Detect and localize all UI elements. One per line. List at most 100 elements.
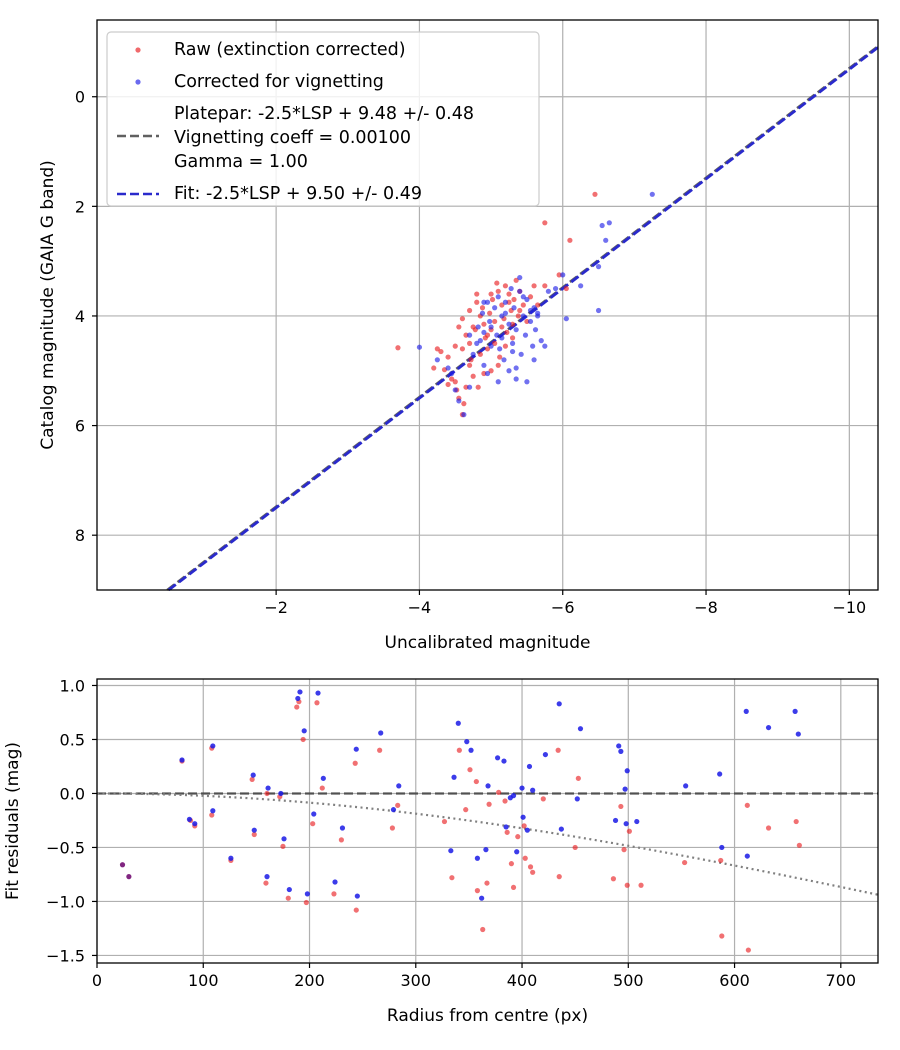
corrected-residual-point [186,816,193,822]
corrected-point [474,340,480,346]
bottom-y-tick-label: 0.0 [60,784,85,803]
corrected-residual-point [390,807,397,813]
raw-point [524,318,530,325]
raw-point [492,340,498,346]
bottom-x-tick-label: 500 [613,971,644,990]
raw-residual-point [572,844,578,851]
raw-residual-point [522,855,528,861]
bottom-x-tick-label: 700 [826,971,857,990]
corrected-residual-point [474,855,481,861]
raw-residual-point [209,812,215,818]
legend-box [106,31,540,207]
raw-point [445,381,451,388]
raw-point [531,283,537,289]
corrected-point [492,305,498,311]
legend-entry-text: Raw (extinction corrected) [174,40,406,60]
raw-residual-point [264,790,270,797]
corrected-residual-point [210,743,216,749]
raw-residual-point [638,882,644,888]
top-y-tick-label: 6 [75,417,85,436]
raw-residual-point [441,818,448,825]
corrected-point [477,338,483,344]
raw-residual-point [294,704,300,710]
corrected-point [501,357,507,363]
residuals-scatter-chart: 0 100 200 300 400 500 600 700 1.0 0.5 0.0 −0.5 −1.0 −… [3,676,879,1026]
corrected-point [524,379,530,385]
corrected-point [456,398,462,404]
raw-residual-point [338,837,344,843]
raw-point [449,376,455,382]
corrected-residual-point [286,886,292,893]
corrected-residual-point [304,891,310,897]
corrected-point [508,285,514,292]
raw-point [466,307,473,314]
corrected-point [488,324,494,330]
raw-residual-point [682,859,688,866]
corrected-residual-point [311,811,317,817]
corrected-residual-point [265,785,271,791]
raw-point [509,321,516,327]
corrected-residual-point [743,708,749,714]
raw-point [502,283,509,289]
corrected-residual-point [250,772,256,778]
corrected-point [495,294,501,300]
corrected-point [479,310,486,316]
corrected-residual-point [179,757,185,763]
raw-point [509,335,516,341]
raw-point [513,277,519,283]
raw-residual-point [502,798,508,804]
bottom-y-tick-label: −1.5 [46,946,85,965]
raw-point [484,346,491,352]
top-x-tick-label: −6 [551,598,575,617]
corrected-residual-point [503,824,509,830]
corrected-point [506,368,512,374]
corrected-residual-point [455,720,461,726]
corrected-point [475,324,481,330]
raw-residual-point [463,807,469,813]
corrected-residual-point [526,763,533,770]
raw-point [563,285,569,292]
corrected-point [520,313,526,319]
corrected-point [513,376,519,382]
corrected-residual-point [542,751,549,758]
top-x-tick-label: −10 [832,598,866,617]
bottom-points [119,689,802,953]
raw-point [431,365,437,371]
top-ticks: −2 −4 −6 −8 −10 0 2 4 6 8 [75,88,866,617]
corrected-point [461,412,467,418]
corrected-residual-point [320,775,326,781]
corrected-residual-point [612,817,619,824]
raw-residual-point [508,861,515,867]
corrected-residual-point [301,728,307,734]
bottom-y-tick-label: 1.0 [60,676,85,695]
bottom-reference-lines [96,792,879,896]
raw-point [438,348,444,355]
raw-residual-point [765,825,772,831]
top-y-tick-label: 2 [75,197,85,216]
raw-residual-point [377,747,383,753]
raw-residual-point [486,801,492,807]
raw-residual-point [793,818,799,825]
raw-residual-point [352,760,358,766]
corrected-residual-point [281,836,287,842]
raw-point [459,316,466,322]
corrected-point [520,294,526,300]
corrected-residual-point [278,790,284,797]
corrected-point [499,313,505,319]
top-y-tick-label: 8 [75,526,85,545]
corrected-residual-point [744,853,750,859]
raw-point [488,368,494,374]
raw-point [463,384,469,390]
raw-point [484,332,491,338]
corrected-point [606,220,612,226]
raw-residual-point [618,803,624,810]
raw-point [499,324,505,330]
corrected-residual-point [530,787,536,793]
corrected-residual-point [468,747,474,753]
legend-entry-text: Gamma = 1.00 [174,152,308,172]
corrected-residual-point [192,821,198,827]
raw-residual-point [719,933,725,939]
corrected-point [545,288,552,294]
legend-entry-text: Corrected for vignetting [174,72,384,92]
raw-residual-point [263,880,269,886]
